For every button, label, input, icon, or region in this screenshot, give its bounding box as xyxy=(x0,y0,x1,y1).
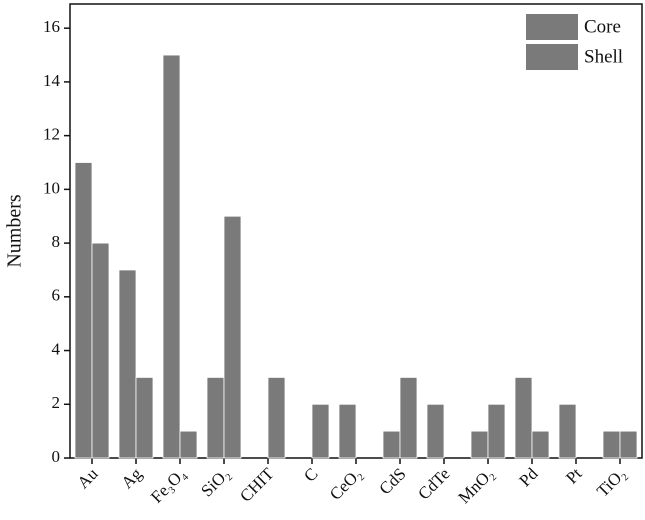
bar xyxy=(602,430,621,459)
bar xyxy=(531,430,550,459)
y-tick-label: 12 xyxy=(43,125,60,144)
bar xyxy=(267,377,286,459)
bar xyxy=(74,162,93,459)
x-tick-label: Pd xyxy=(515,464,541,490)
bar xyxy=(162,54,181,459)
legend-swatch xyxy=(526,14,578,40)
y-tick-label: 8 xyxy=(52,232,61,251)
x-tick-label: MnO₂ xyxy=(455,464,498,507)
bar xyxy=(135,377,154,459)
bar xyxy=(223,215,242,459)
bar xyxy=(399,377,418,459)
x-tick-label: C xyxy=(300,464,321,485)
x-tick-label: Au xyxy=(73,464,101,492)
x-tick-label: Pt xyxy=(562,464,586,488)
legend-label: Core xyxy=(584,16,621,37)
x-tick-label: CdTe xyxy=(414,464,453,503)
bar xyxy=(118,269,137,459)
x-tick-label: SiO₂ xyxy=(197,464,233,500)
bar xyxy=(619,430,638,459)
legend-swatch xyxy=(526,44,578,70)
bar xyxy=(206,377,225,459)
x-tick-label: CHIT xyxy=(236,464,278,506)
x-tick-label: CeO₂ xyxy=(326,464,366,504)
bar xyxy=(470,430,489,459)
bar xyxy=(558,403,577,459)
bar xyxy=(487,403,506,459)
x-tick-label: Ag xyxy=(117,464,145,492)
bar xyxy=(179,430,198,459)
bar xyxy=(426,403,445,459)
y-tick-label: 10 xyxy=(43,178,60,197)
bar xyxy=(311,403,330,459)
x-tick-label: CdS xyxy=(375,464,409,498)
bar xyxy=(338,403,357,459)
y-tick-label: 14 xyxy=(43,71,61,90)
y-tick-label: 0 xyxy=(52,447,61,466)
y-axis-label: Numbers xyxy=(4,194,26,268)
y-tick-label: 4 xyxy=(52,339,61,358)
x-tick-label: Fe₃O₄ xyxy=(147,464,190,507)
y-tick-label: 6 xyxy=(52,286,61,305)
x-tick-label: TiO₂ xyxy=(593,464,630,501)
bar xyxy=(91,242,110,459)
bar xyxy=(382,430,401,459)
bar xyxy=(514,377,533,459)
plot-frame xyxy=(69,3,643,459)
y-tick-label: 16 xyxy=(43,17,60,36)
y-tick-label: 2 xyxy=(52,393,61,412)
legend-label: Shell xyxy=(584,46,623,67)
